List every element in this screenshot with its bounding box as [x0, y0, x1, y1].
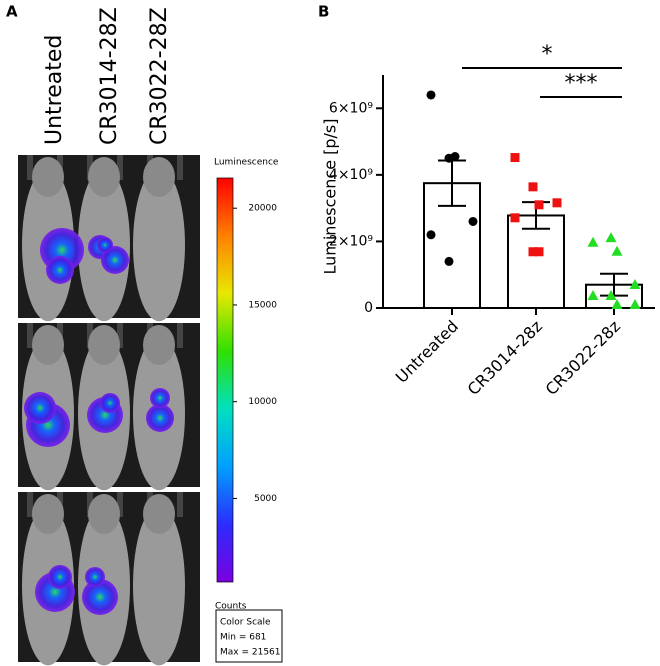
y-tick-label: 2×10⁹: [329, 233, 373, 249]
mouse-head: [143, 325, 175, 365]
point: [611, 299, 623, 310]
y-tick-label: 6×10⁹: [329, 100, 373, 116]
point: [426, 230, 436, 240]
colorbar-tick-label: 10000: [248, 397, 277, 407]
point: [528, 247, 538, 257]
mouse-head: [32, 325, 64, 365]
signal: [101, 246, 129, 274]
mouse-head: [88, 157, 120, 197]
signal: [46, 256, 74, 284]
signal: [146, 404, 174, 432]
column-label: CR3014-28Z: [97, 7, 122, 145]
signal: [85, 567, 105, 587]
point: [611, 245, 623, 256]
point: [552, 198, 562, 208]
point: [468, 216, 478, 226]
mouse: [133, 505, 185, 666]
scale-max: Max = 21561: [220, 648, 281, 658]
x-tick-label: Untreated: [392, 317, 462, 387]
signal: [150, 388, 170, 408]
colorbar-tick-label: 5000: [254, 494, 277, 504]
scale-title: Color Scale: [220, 618, 271, 628]
column-label: Untreated: [42, 35, 67, 145]
point: [605, 290, 617, 301]
colorbar-unit: Counts: [215, 602, 247, 612]
y-tick-label: 4×10⁹: [329, 167, 373, 183]
x-tick-label: CR3014-28z: [464, 317, 546, 399]
colorbar-title: Luminescence: [214, 158, 279, 168]
scale-min: Min = 681: [220, 633, 266, 643]
point: [605, 232, 617, 243]
column-label: CR3022-28Z: [147, 7, 172, 145]
point: [534, 200, 544, 210]
signal: [48, 565, 72, 589]
y-tick-label: 0: [364, 300, 373, 316]
mouse-images: [18, 155, 200, 666]
mouse-head: [32, 494, 64, 534]
point: [444, 256, 454, 266]
colorbar: [216, 177, 234, 583]
significance: *: [542, 42, 553, 67]
bar: [507, 214, 565, 309]
mouse: [133, 168, 185, 322]
signal: [100, 393, 120, 413]
signal: [82, 579, 118, 615]
panel-label: A: [6, 3, 18, 21]
x-tick-label: CR3022-28z: [542, 317, 624, 399]
mouse-head: [88, 494, 120, 534]
panel-label: B: [318, 3, 329, 21]
point: [510, 213, 520, 223]
y-axis-label: Luminescence [p/s]: [321, 119, 340, 275]
signal: [24, 392, 56, 424]
point: [587, 290, 599, 301]
significance: ***: [565, 71, 598, 96]
point: [450, 152, 460, 162]
mouse-head: [88, 325, 120, 365]
point: [510, 153, 520, 163]
point: [426, 90, 436, 100]
point: [528, 182, 538, 192]
mouse-head: [32, 157, 64, 197]
point: [629, 279, 641, 290]
point: [534, 247, 544, 257]
point: [587, 236, 599, 247]
colorbar-tick-label: 20000: [248, 204, 277, 214]
mouse-head: [143, 494, 175, 534]
signal: [97, 237, 113, 253]
colorbar-tick-label: 15000: [248, 300, 277, 310]
scale-box: [215, 609, 283, 663]
mouse-head: [143, 157, 175, 197]
point: [629, 299, 641, 310]
